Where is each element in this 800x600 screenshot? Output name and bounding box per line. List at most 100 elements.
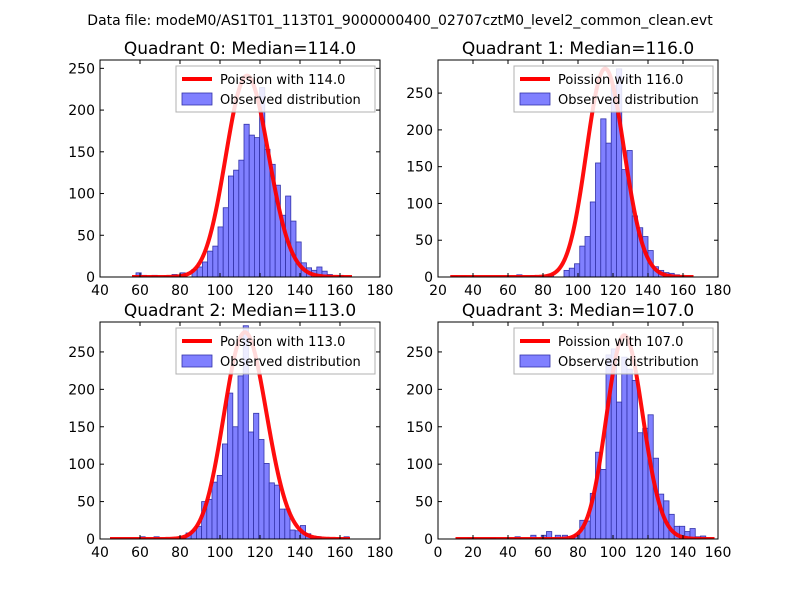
- legend-hist-label: Observed distribution: [220, 93, 361, 108]
- legend: Poission with 114.0 Observed distribution: [175, 65, 376, 113]
- figure-suptitle: Data file: modeM0/AS1T01_113T01_90000004…: [87, 13, 713, 29]
- histogram-bar: [616, 401, 623, 539]
- histogram-bar: [217, 226, 224, 277]
- histogram-bar: [232, 426, 239, 539]
- x-tick-label: 160: [670, 283, 697, 299]
- histogram-bar: [222, 207, 229, 277]
- histogram-bar: [268, 482, 275, 539]
- x-tick-label: 160: [327, 545, 354, 561]
- histogram-bar: [574, 263, 581, 277]
- x-tick-label: 120: [600, 283, 627, 299]
- x-tick-label: 100: [565, 283, 592, 299]
- legend-curve-label: Poission with 107.0: [558, 335, 683, 350]
- x-tick-label: 120: [247, 283, 274, 299]
- x-tick-label: 40: [499, 545, 517, 561]
- x-tick-label: 120: [247, 545, 274, 561]
- y-tick-label: 200: [406, 382, 433, 398]
- histogram-bar: [584, 236, 591, 277]
- y-tick-label: 150: [406, 420, 433, 436]
- y-tick-label: 0: [86, 532, 95, 548]
- x-tick-label: 120: [635, 545, 662, 561]
- histogram-bar: [247, 431, 254, 539]
- x-tick-label: 20: [464, 545, 482, 561]
- y-tick-label: 100: [406, 196, 433, 212]
- x-tick-label: 140: [635, 283, 662, 299]
- histogram-bar: [201, 261, 208, 277]
- histogram-bar: [211, 481, 218, 539]
- x-tick-label: 40: [91, 545, 109, 561]
- histogram-bar: [135, 272, 142, 277]
- y-tick-label: 100: [406, 457, 433, 473]
- legend-curve-label: Poission with 113.0: [220, 335, 345, 350]
- histogram-bar: [589, 201, 596, 277]
- x-tick-label: 80: [171, 545, 189, 561]
- legend-hist-swatch: [519, 354, 551, 368]
- subplot-title: Quadrant 1: Median=116.0: [462, 39, 694, 59]
- y-tick-label: 150: [68, 420, 95, 436]
- histogram-bar: [600, 469, 607, 539]
- plot-area: [109, 325, 351, 539]
- histogram-bar: [207, 250, 214, 277]
- histogram-bar: [237, 375, 244, 539]
- histogram-bar: [621, 169, 628, 277]
- x-tick-label: 60: [131, 545, 149, 561]
- histogram-bar: [595, 162, 602, 277]
- subplot-title: Quadrant 2: Median=113.0: [124, 301, 356, 321]
- x-tick-label: 140: [287, 545, 314, 561]
- x-tick-label: 180: [367, 545, 394, 561]
- x-tick-label: 100: [600, 545, 627, 561]
- histogram-bar: [248, 134, 255, 277]
- histogram-bar: [563, 269, 570, 277]
- histogram-bar: [279, 508, 286, 539]
- legend: Poission with 113.0 Observed distribution: [175, 327, 376, 375]
- histogram-bar: [273, 484, 280, 539]
- histogram-bar: [233, 169, 240, 277]
- y-tick-label: 50: [415, 233, 433, 249]
- y-tick-label: 250: [68, 345, 95, 361]
- y-tick-label: 0: [86, 270, 95, 286]
- x-tick-label: 160: [327, 283, 354, 299]
- legend: Poission with 116.0 Observed distribution: [513, 65, 714, 113]
- histogram-bar: [568, 267, 575, 277]
- histogram-bar: [253, 137, 260, 277]
- x-tick-label: 40: [91, 283, 109, 299]
- legend-hist-label: Observed distribution: [558, 93, 699, 108]
- histogram-bar: [600, 118, 607, 277]
- x-tick-label: 180: [705, 283, 732, 299]
- y-tick-label: 100: [68, 457, 95, 473]
- subplot-quadrant-3: 0 20 40 60 80 100 120 140 160 0 50 100 150 200 250 Quad…: [406, 301, 731, 561]
- x-tick-label: 100: [207, 283, 234, 299]
- y-tick-label: 0: [424, 270, 433, 286]
- x-tick-label: 140: [287, 283, 314, 299]
- legend-hist-swatch: [181, 92, 213, 106]
- subplot-grid: 40 60 80 100 120 140 160 180050100150200250Quad…: [68, 39, 731, 561]
- x-tick-label: 100: [207, 545, 234, 561]
- subplot-quadrant-1: 20 40 60 80 100 120 140 160 180 0 50 100 150 200 250 Qu…: [406, 39, 731, 299]
- y-tick-label: 50: [77, 228, 95, 244]
- x-tick-label: 80: [534, 283, 552, 299]
- x-tick-label: 60: [131, 283, 149, 299]
- plot-area: [449, 66, 695, 277]
- legend: Poission with 107.0 Observed distribution: [513, 327, 714, 375]
- poisson-curve: [449, 66, 695, 277]
- histogram-bar: [289, 529, 296, 539]
- y-tick-label: 250: [406, 345, 433, 361]
- y-tick-label: 0: [424, 532, 433, 548]
- histogram-bar: [216, 474, 223, 539]
- histogram-bar: [579, 245, 586, 277]
- histogram-bar: [263, 463, 270, 539]
- poisson-curve: [109, 330, 351, 539]
- y-tick-label: 200: [68, 103, 95, 119]
- histogram-bar: [637, 432, 644, 539]
- y-tick-label: 200: [406, 123, 433, 139]
- subplot-title: Quadrant 3: Median=107.0: [462, 301, 694, 321]
- y-tick-label: 50: [415, 495, 433, 511]
- legend-hist-label: Observed distribution: [558, 355, 699, 370]
- histogram-bar: [610, 85, 617, 277]
- legend-curve-label: Poission with 114.0: [220, 73, 345, 88]
- y-tick-label: 150: [68, 145, 95, 161]
- histogram-bar: [243, 123, 250, 277]
- x-tick-label: 180: [367, 283, 394, 299]
- y-tick-label: 100: [68, 187, 95, 203]
